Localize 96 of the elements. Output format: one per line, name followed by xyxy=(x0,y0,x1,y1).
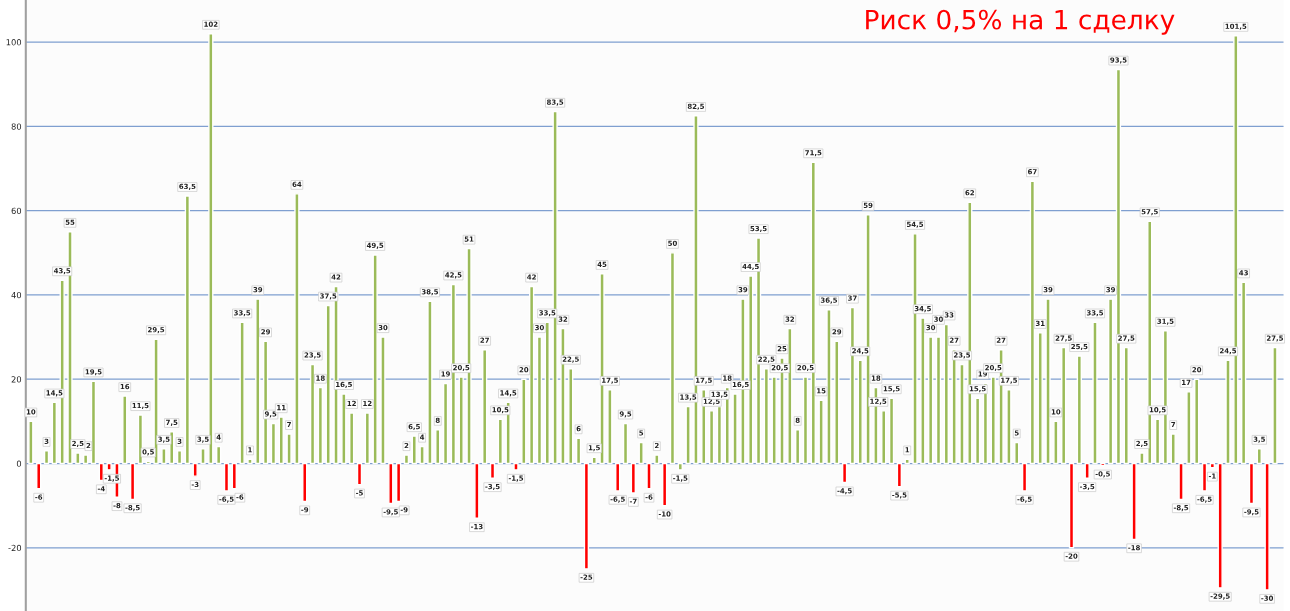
bar xyxy=(482,349,488,465)
bar xyxy=(1084,462,1090,479)
bar xyxy=(646,462,652,490)
bar xyxy=(497,418,503,465)
bar xyxy=(1186,391,1192,465)
bar xyxy=(458,376,464,465)
bar xyxy=(388,462,394,505)
bar xyxy=(1170,433,1176,465)
bar xyxy=(1272,346,1278,465)
bar xyxy=(896,462,903,488)
bar xyxy=(661,462,668,507)
bar xyxy=(356,462,363,486)
bar xyxy=(1123,346,1129,465)
bar xyxy=(1107,298,1114,465)
y-tick-label: 80 xyxy=(11,123,22,130)
bar xyxy=(395,462,402,503)
bar xyxy=(200,448,206,465)
bar xyxy=(708,410,715,465)
bar xyxy=(795,429,801,465)
bar xyxy=(489,462,496,479)
bar xyxy=(36,462,42,490)
bar xyxy=(622,422,629,465)
bar xyxy=(247,458,253,465)
bar xyxy=(122,395,128,465)
bar xyxy=(959,363,965,465)
bar xyxy=(771,376,777,465)
bar xyxy=(1092,321,1098,465)
bar xyxy=(607,389,613,465)
bar xyxy=(677,462,683,471)
bar xyxy=(1068,462,1075,549)
bar xyxy=(583,462,590,570)
bar xyxy=(1076,355,1082,465)
bar xyxy=(317,386,324,465)
bar xyxy=(43,450,50,465)
bar xyxy=(935,336,942,465)
bar xyxy=(106,462,112,471)
bar xyxy=(129,462,136,501)
y-tick-label: 20 xyxy=(11,376,22,383)
bar xyxy=(231,462,237,490)
bar xyxy=(841,462,848,484)
bar xyxy=(1178,462,1184,501)
bar xyxy=(732,393,738,465)
bar xyxy=(881,410,887,465)
bar xyxy=(857,359,863,465)
bar xyxy=(654,454,660,465)
bar xyxy=(521,378,527,465)
bar xyxy=(176,450,183,465)
bar xyxy=(536,336,543,465)
y-tick-label: 60 xyxy=(11,207,22,214)
bar xyxy=(1264,462,1270,591)
bar xyxy=(364,412,370,465)
bar xyxy=(1256,448,1262,465)
bar xyxy=(28,420,34,465)
bar xyxy=(928,336,934,465)
bar xyxy=(513,462,519,471)
bar xyxy=(575,437,582,465)
bar xyxy=(223,462,230,492)
bar xyxy=(1053,420,1059,465)
bar xyxy=(1131,462,1137,541)
bar xyxy=(419,445,425,465)
bar xyxy=(1021,462,1028,492)
bar xyxy=(1154,418,1161,465)
chart-title: Риск 0,5% на 1 сделку xyxy=(866,9,1175,35)
bar xyxy=(216,445,222,465)
bar xyxy=(974,397,981,465)
bar xyxy=(302,462,308,503)
bar xyxy=(270,422,277,465)
bar xyxy=(349,412,355,465)
y-tick-label: 40 xyxy=(11,291,22,299)
bar xyxy=(591,456,597,465)
bar xyxy=(75,452,81,465)
bar xyxy=(435,429,441,465)
bar xyxy=(685,405,691,465)
bar xyxy=(638,441,644,465)
bar xyxy=(1248,462,1255,505)
bar xyxy=(1225,359,1231,465)
bar xyxy=(669,252,676,465)
bar xyxy=(83,454,89,465)
y-tick-label: 0 xyxy=(16,460,22,467)
bar xyxy=(192,462,198,477)
bar xyxy=(1014,441,1020,465)
bar xyxy=(161,448,167,465)
bar xyxy=(1139,452,1145,465)
bar xyxy=(990,376,996,465)
bar xyxy=(380,336,386,465)
bar xyxy=(286,433,292,465)
bar xyxy=(1240,281,1247,465)
bar xyxy=(630,462,637,494)
bar xyxy=(818,399,824,465)
y-tick-label: -20 xyxy=(8,544,22,552)
bar xyxy=(474,462,480,519)
y-tick-label: 100 xyxy=(6,39,22,46)
bar xyxy=(834,340,840,465)
bar xyxy=(1037,332,1043,465)
bar xyxy=(403,454,410,465)
bar xyxy=(615,462,621,492)
